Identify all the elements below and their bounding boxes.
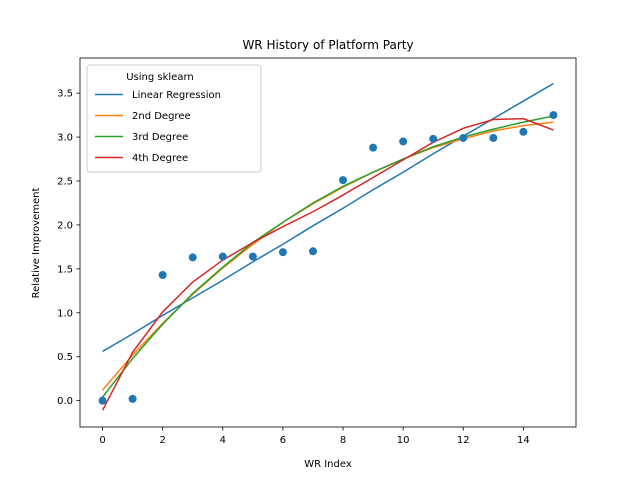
y-tick-label: 0.0: [57, 396, 73, 407]
y-tick-label: 3.5: [57, 89, 73, 100]
series-line-4: [101, 117, 554, 411]
y-tick-label: 1.0: [57, 308, 73, 319]
y-tick-label: 2.5: [57, 177, 73, 188]
y-tick-label: 1.5: [57, 264, 73, 275]
legend-box: [86, 64, 262, 173]
x-tick-label: 0: [99, 435, 105, 446]
y-axis-label: Relative Improvement: [31, 188, 42, 299]
x-tick-label: 10: [397, 435, 410, 446]
data-point: [399, 137, 408, 146]
x-tick-label: 2: [159, 435, 165, 446]
x-tick-label: 4: [220, 435, 226, 446]
y-tick-label: 3.0: [57, 133, 73, 144]
series-line-1: [102, 82, 554, 353]
data-point: [158, 271, 167, 280]
data-point: [429, 134, 438, 143]
data-point: [489, 133, 498, 142]
x-tick-label: 14: [517, 435, 530, 446]
x-axis-label: WR Index: [304, 459, 352, 470]
series-line-3: [101, 115, 554, 398]
data-point: [128, 394, 137, 403]
data-point: [98, 396, 107, 405]
legend-label-2: 2nd Degree: [132, 111, 191, 122]
data-point: [248, 252, 257, 261]
data-point: [459, 133, 468, 142]
data-point: [278, 248, 287, 257]
data-point: [308, 247, 317, 256]
data-point: [218, 252, 227, 261]
data-point: [339, 176, 348, 185]
x-tick-label: 8: [340, 435, 346, 446]
axes: 0 2 4 6 8 10 12 14 0.0 0.5 1.0 1.5 2.0 2.5 3.0 3.5: [57, 57, 577, 446]
y-tick-label: 2.0: [57, 220, 73, 231]
legend-title: Using sklearn: [126, 72, 194, 83]
data-point: [519, 127, 528, 136]
data-point: [549, 111, 558, 120]
plot-area: [98, 82, 558, 411]
axes-frame: [79, 57, 577, 428]
data-point: [369, 143, 378, 152]
data-point: [188, 253, 197, 262]
legend-label-3: 3rd Degree: [132, 132, 188, 143]
y-tick-label: 0.5: [57, 352, 73, 363]
legend: Using sklearn Linear Regression 2nd Degree…: [86, 64, 262, 173]
legend-label-1: Linear Regression: [132, 90, 221, 101]
x-tick-label: 12: [457, 435, 470, 446]
chart-title: WR History of Platform Party: [242, 38, 413, 52]
legend-label-4: 4th Degree: [132, 153, 188, 164]
x-tick-label: 6: [280, 435, 286, 446]
